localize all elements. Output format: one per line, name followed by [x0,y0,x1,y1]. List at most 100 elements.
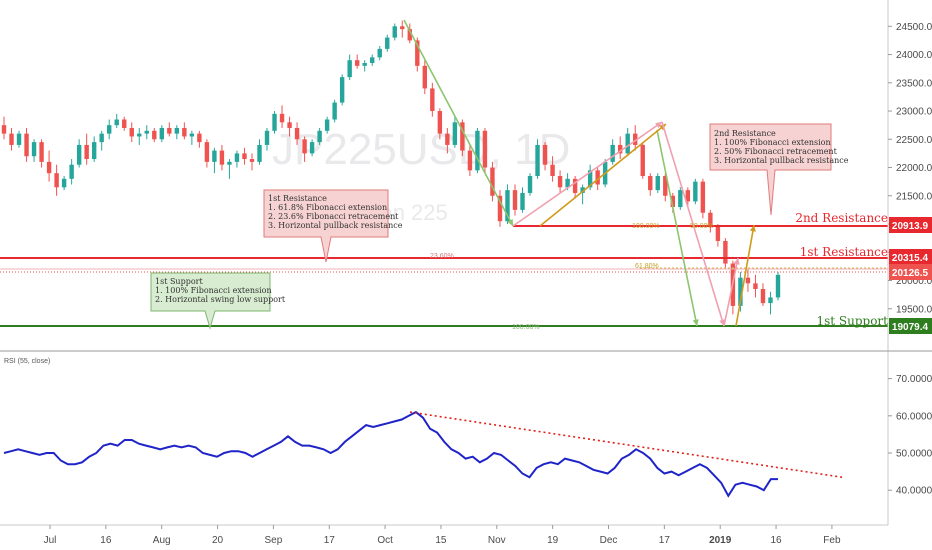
note-support1[interactable]: 1st Support 1. 100% Fibonacci extension … [150,272,286,330]
fib-label-3: 23.60% [430,253,454,260]
candle-body [452,122,458,145]
price-tick-label: 22500.0 [896,135,932,146]
candle-body [84,144,89,160]
candle-body [332,102,337,120]
candle-body [137,133,142,137]
candle-body [370,57,375,64]
candle-body [76,144,82,165]
candle-body [663,176,668,196]
rsi-label: RSI (55, close) [4,358,50,365]
candle-body [557,176,563,188]
price-tick-label: 23500.0 [896,78,932,89]
note-resistance1[interactable]: 1st Resistance 1. 61.8% Fibonacci extens… [263,189,403,263]
candle-body [309,142,315,154]
candle-body [497,195,503,222]
candle-body [415,40,420,66]
fib-label-1: 100.00% [632,223,660,230]
candle-body [257,144,262,162]
time-tick-label: Aug [153,535,171,546]
candle-body [467,150,473,171]
time-tick-label: 15 [435,535,447,546]
candle-body [107,125,112,134]
arrow-orange-up-2-head [749,225,756,232]
rsi-tick-label: 60.0000 [896,411,932,422]
arrow-pink-up-head [655,122,662,129]
candle-body [640,144,645,176]
arrow-pink-up [512,121,663,227]
candle-body [272,113,277,131]
candle-body [324,119,330,131]
candle-body [482,130,488,168]
time-tick-label: Oct [377,535,393,546]
candle-body [122,119,127,128]
candle-body [31,142,37,157]
candle-body [287,122,292,128]
candle-body [189,133,195,137]
level-value-s1: 19079.4 [892,322,929,333]
time-tick-label: 20 [212,535,224,546]
candle-body [407,29,412,41]
candle-body [317,130,322,143]
candle-body [655,176,660,191]
time-axis[interactable]: Jul 16 Aug 20 Sep 17 Oct 15 Nov 19 Dec 17 2019 16 Feb [44,525,841,546]
candle-body [54,173,59,188]
candle-body [512,190,518,210]
candle-body [242,153,247,160]
rsi-layer [3,410,843,498]
candle-body [775,274,781,298]
candle-body [422,65,428,89]
candle-body [91,142,97,160]
arrow-pink-down [661,121,725,327]
rsi-axis[interactable]: 70.0000 60.0000 50.0000 40.0000 [888,374,932,497]
candle-body [227,161,232,165]
rsi-tick-label: 40.0000 [896,486,932,497]
candle-body [69,164,74,179]
candle-body [617,144,623,154]
candle-body [700,181,706,213]
candle-body [61,178,67,188]
candle-body [565,178,570,188]
arrow-orange-up-head [659,124,666,131]
candle-body [475,130,480,171]
candle-body [542,144,548,165]
level-label-r1: 1st Resistance [800,245,888,259]
candle-body [678,190,683,208]
price-tick-label: 24500.0 [896,22,932,33]
time-tick-label: 19 [547,535,559,546]
fib-label-4: 61.80% [635,263,659,270]
note-resistance1-line3: 2. 23.6% Fibonacci retracement [268,212,399,221]
candle-body [99,133,104,143]
arrow-green-down-1-head [507,219,513,226]
candle-body [708,212,713,227]
level-badge-r1 [889,249,932,265]
candle-body [114,119,119,126]
candle-body [535,144,540,176]
candle-body [1,125,7,134]
level-value-r2: 20913.9 [892,221,929,232]
candle-body [745,277,751,284]
time-tick-label: Feb [823,535,841,546]
arrow-orange-up [539,123,667,227]
candle-body [768,297,773,304]
candle-body [212,150,217,162]
candle-body [264,130,270,145]
current-price-badge [889,264,932,280]
time-tick-label: Nov [488,535,506,546]
candle-body [648,176,653,191]
candle-body [144,130,149,134]
price-tick-label: 22000.0 [896,163,932,174]
note-resistance2-line1: 2nd Resistance [714,129,776,138]
note-resistance2[interactable]: 2nd Resistance 1. 100% Fibonacci extensi… [709,123,849,216]
candle-body [46,161,52,174]
candle-body [693,181,698,202]
arrow-green-down-1 [403,19,514,227]
candle-body [197,133,202,143]
arrow-green-down-2-head [692,319,699,326]
watermark-symbol: JP225USD, 1D [272,125,570,174]
time-tick-label: 16 [770,535,782,546]
note-resistance1-box [263,189,389,263]
time-tick-label: 17 [324,535,336,546]
candle-body [490,167,495,196]
candle-body [760,288,766,304]
price-tick-label: 24000.0 [896,50,932,61]
